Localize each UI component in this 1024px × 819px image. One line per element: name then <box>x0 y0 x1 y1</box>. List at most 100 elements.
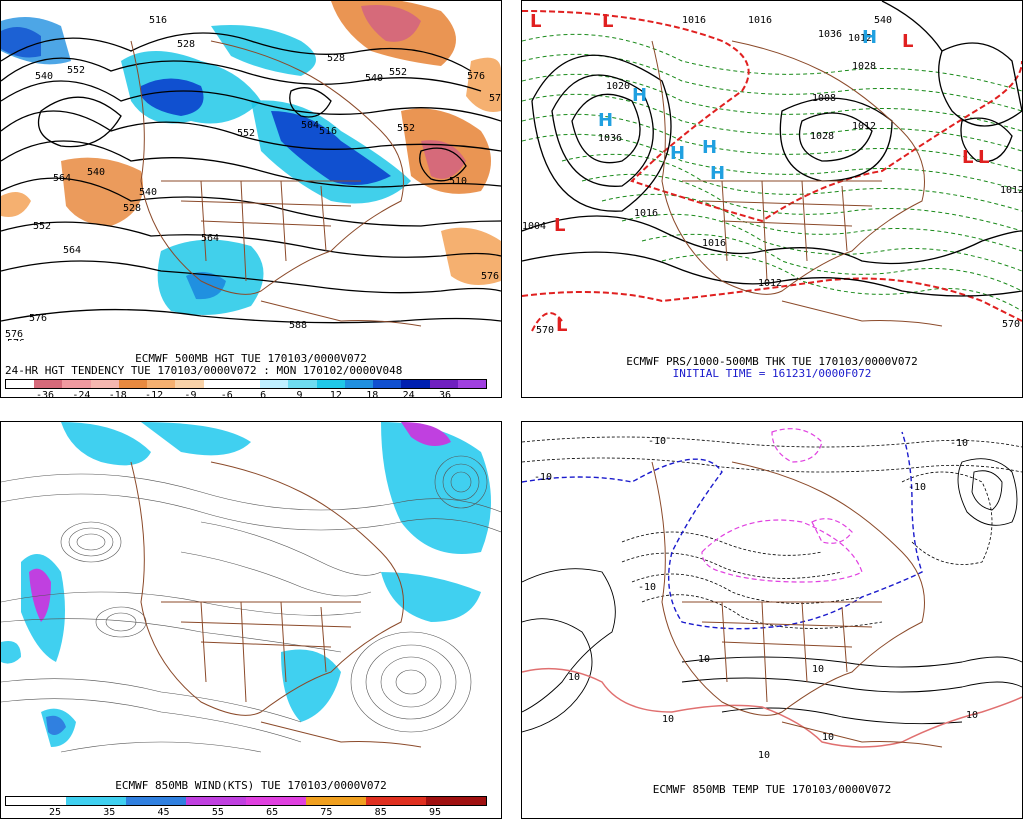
colorbar-segment <box>62 380 91 388</box>
contour-label: 564 <box>63 245 81 256</box>
colorbar-segment <box>429 380 458 388</box>
high-center: H <box>670 143 685 164</box>
map-500mb-svg: 516 528 540 552 564 576 552 540 528 504 … <box>1 1 501 341</box>
map-boundaries <box>130 461 422 748</box>
contour-label: 540 <box>139 187 157 198</box>
colorbar-segment <box>216 797 246 805</box>
isotherm-labels: -10 -10 -10 -10 -10 10 10 10 10 10 10 10 <box>534 436 978 761</box>
contour-label: 504 <box>301 120 319 131</box>
isotherm-label: 10 <box>758 750 770 761</box>
panel-850mb-temp: -10 -10 -10 -10 -10 10 10 10 10 10 10 10… <box>521 421 1023 819</box>
map-boundaries <box>651 461 943 748</box>
high-center: H <box>710 163 725 184</box>
colorbar-label: 45 <box>157 807 170 818</box>
contour-label: 564 <box>53 173 71 184</box>
contour-label: 528 <box>327 53 345 64</box>
isotherm-label: 10 <box>812 664 824 675</box>
contour-label: 516 <box>149 15 167 26</box>
isotherm-label: 10 <box>822 732 834 743</box>
caption-line-2: INITIAL TIME = 161231/0000F072 <box>672 367 872 380</box>
colorbar-segment <box>288 380 317 388</box>
caption-line-2: 24-HR HGT TENDENCY TUE 170103/0000V072 :… <box>5 364 403 377</box>
colorbar-segment <box>396 797 426 805</box>
contour-labels: 516 528 540 552 564 576 552 540 528 504 … <box>5 15 501 341</box>
wind-colorbar <box>5 796 487 806</box>
high-center: H <box>598 110 613 131</box>
minus-10-isotherm <box>522 431 923 630</box>
colorbar-label: -6 <box>220 390 233 398</box>
colorbar-segment <box>276 797 306 805</box>
high-center: H <box>632 85 647 106</box>
pressure-labels: 1036 1036 1028 1020 1028 1016 1012 1016 … <box>522 15 1022 289</box>
pressure-centers: L L L L L L L H H H H H H <box>530 11 989 336</box>
colorbar-label: 85 <box>374 807 387 818</box>
contour-label: 576 <box>7 338 25 341</box>
low-center: L <box>556 315 567 336</box>
colorbar-segment <box>6 380 35 388</box>
contour-label: 576 <box>467 71 485 82</box>
colorbar-segment <box>175 380 204 388</box>
map-boundaries <box>651 40 943 327</box>
map-pressure-thickness: 1036 1036 1028 1020 1028 1016 1012 1016 … <box>522 1 1022 341</box>
low-center: L <box>530 11 541 32</box>
colorbar-label: -18 <box>108 390 127 398</box>
contour-label: 552 <box>389 67 407 78</box>
colorbar-segment <box>306 797 336 805</box>
streamlines <box>1 455 501 753</box>
colorbar-label: -12 <box>145 390 164 398</box>
colorbar-segment <box>246 797 276 805</box>
colorbar-segment <box>36 797 66 805</box>
colorbar-segment <box>456 797 486 805</box>
low-center: L <box>902 31 913 52</box>
tendency-colorbar <box>5 379 487 389</box>
isotherm-label: -10 <box>534 472 552 483</box>
low-center: L <box>962 147 973 168</box>
colorbar-segment <box>401 380 430 388</box>
colorbar-segment <box>316 380 345 388</box>
colorbar-segment <box>66 797 96 805</box>
thickness-label: 570 <box>1002 319 1020 330</box>
colorbar-label: 25 <box>48 807 62 818</box>
map-temp-svg: -10 -10 -10 -10 -10 10 10 10 10 10 10 10 <box>522 428 1022 761</box>
colorbar-segment <box>34 380 63 388</box>
pressure-label: 1012 <box>758 278 782 289</box>
isobars <box>522 1 1022 297</box>
colorbar-segment <box>147 380 176 388</box>
pressure-label: 1012 <box>852 121 876 132</box>
colorbar-segment <box>126 797 156 805</box>
isotherm-label: 10 <box>662 714 674 725</box>
colorbar-segment <box>426 797 456 805</box>
colorbar-label: 9 <box>296 390 303 398</box>
cold-isotherms <box>522 436 1022 629</box>
caption-line-1: ECMWF PRS/1000-500MB THK TUE 170103/0000… <box>626 355 918 368</box>
cold-core-isotherm <box>701 428 863 583</box>
height-contours <box>1 32 501 324</box>
colorbar-label: -36 <box>35 390 55 398</box>
colorbar-label: 65 <box>266 807 279 818</box>
isotherm-label: -10 <box>648 436 666 447</box>
colorbar-label: 95 <box>428 807 442 818</box>
colorbar-segment <box>90 380 119 388</box>
map-850mb-wind <box>1 422 501 762</box>
colorbar-segment <box>336 797 366 805</box>
isotherm-label: -10 <box>950 438 968 449</box>
pressure-label: 1020 <box>606 81 630 92</box>
caption-line-1: ECMWF 850MB WIND(KTS) TUE 170103/0000V07… <box>115 779 387 792</box>
colorbar-label: 12 <box>329 390 342 398</box>
pressure-label: 1008 <box>812 93 836 104</box>
map-pressure-svg: 1036 1036 1028 1020 1028 1016 1012 1016 … <box>522 1 1022 336</box>
isotherm-label: -10 <box>638 582 656 593</box>
colorbar-segment <box>96 797 126 805</box>
thickness-label: 540 <box>874 15 892 26</box>
colorbar-segment <box>118 380 148 388</box>
colorbar-segment <box>231 380 261 388</box>
map-500mb-height: 516 528 540 552 564 576 552 540 528 504 … <box>1 1 501 341</box>
colorbar-label: 55 <box>211 807 224 818</box>
pressure-label: 1036 <box>818 29 842 40</box>
isotherm-label: -10 <box>908 482 926 493</box>
low-center: L <box>554 215 565 236</box>
colorbar-segment <box>344 380 374 388</box>
contour-label: 576 <box>481 271 499 282</box>
low-center: L <box>978 147 989 168</box>
pressure-label: 1036 <box>598 133 622 144</box>
